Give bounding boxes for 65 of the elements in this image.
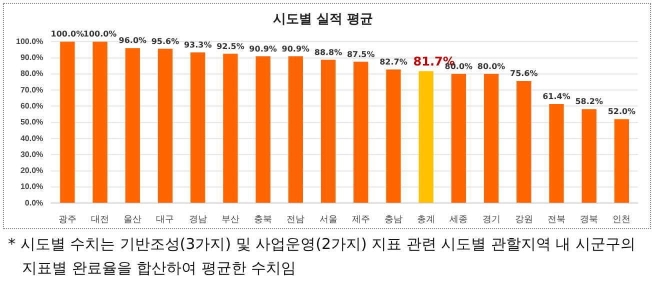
y-tick-label: 70.0% [20, 85, 44, 94]
y-tick-label: 60.0% [20, 101, 44, 110]
bar [484, 74, 499, 203]
data-label: 100.0% [50, 30, 84, 39]
y-tick-label: 10.0% [20, 182, 44, 192]
data-label: 90.9% [249, 44, 277, 54]
bar [582, 109, 596, 203]
x-tick-label: 부산 [221, 214, 240, 224]
y-tick-label: 30.0% [20, 150, 44, 159]
x-tick-label: 서울 [319, 214, 338, 224]
bar [354, 62, 368, 203]
y-tick-label: 0.0% [24, 198, 44, 208]
data-label: 58.2% [575, 97, 603, 106]
bar [320, 60, 336, 203]
x-tick-label: 대전 [91, 214, 110, 224]
bar [288, 56, 303, 203]
data-label: 92.5% [216, 42, 244, 51]
x-tick-label: 강원 [514, 214, 533, 224]
bar [92, 42, 108, 203]
x-tick-label: 경기 [482, 214, 500, 224]
bar [223, 54, 238, 203]
y-tick-label: 100.0% [16, 36, 44, 46]
data-label: 100.0% [83, 30, 117, 39]
x-tick-label: 충북 [254, 214, 272, 224]
bar [158, 48, 173, 203]
x-tick-label: 제주 [352, 214, 370, 224]
chart-title: 시도별 실적 평균 [272, 12, 374, 28]
bar [451, 74, 466, 203]
data-label: 52.0% [608, 107, 636, 116]
x-tick-label: 광주 [58, 214, 76, 224]
bar [60, 42, 75, 203]
y-tick-label: 40.0% [20, 134, 44, 143]
x-tick-label: 세종 [450, 214, 468, 224]
bar [386, 70, 401, 203]
x-tick-label: 경남 [188, 214, 207, 224]
data-label: 88.8% [314, 48, 342, 57]
bar [549, 104, 564, 203]
x-tick-label: 대구 [156, 214, 174, 224]
x-tick-label: 인천 [612, 214, 631, 224]
y-tick-label: 20.0% [20, 166, 44, 176]
x-tick-label: 경북 [580, 214, 598, 224]
bar [516, 81, 532, 203]
data-label: 61.4% [542, 92, 570, 102]
data-label: 96.0% [118, 36, 147, 46]
bar [190, 52, 206, 203]
bar [256, 56, 270, 203]
data-label: 75.6% [510, 69, 538, 78]
x-tick-label: 충남 [384, 214, 402, 224]
data-label: 87.5% [346, 50, 375, 59]
x-tick-label: 총계 [417, 214, 436, 224]
bar [614, 119, 630, 203]
bar [125, 48, 140, 203]
data-label: 82.7% [380, 58, 408, 67]
bar [418, 71, 434, 203]
data-label: 80.0% [477, 62, 506, 71]
data-label: 93.3% [184, 40, 212, 50]
y-tick-label: 50.0% [20, 118, 44, 127]
data-label: 95.6% [151, 36, 180, 46]
text: * 시도별 수치는 기반조성(3가지) 및 사업운영(2가지) 지표 관련 시도별 관할지역 내 시군구의 지표별 완료율을 합산하여 평균한 수치임 [7, 234, 636, 279]
y-tick-label: 90.0% [20, 52, 44, 62]
data-label: 90.9% [282, 44, 310, 54]
x-tick-label: 전남 [286, 214, 305, 224]
x-tick-label: 울산 [124, 214, 142, 224]
x-tick-label: 전북 [547, 214, 566, 224]
y-tick-label: 80.0% [20, 69, 44, 78]
